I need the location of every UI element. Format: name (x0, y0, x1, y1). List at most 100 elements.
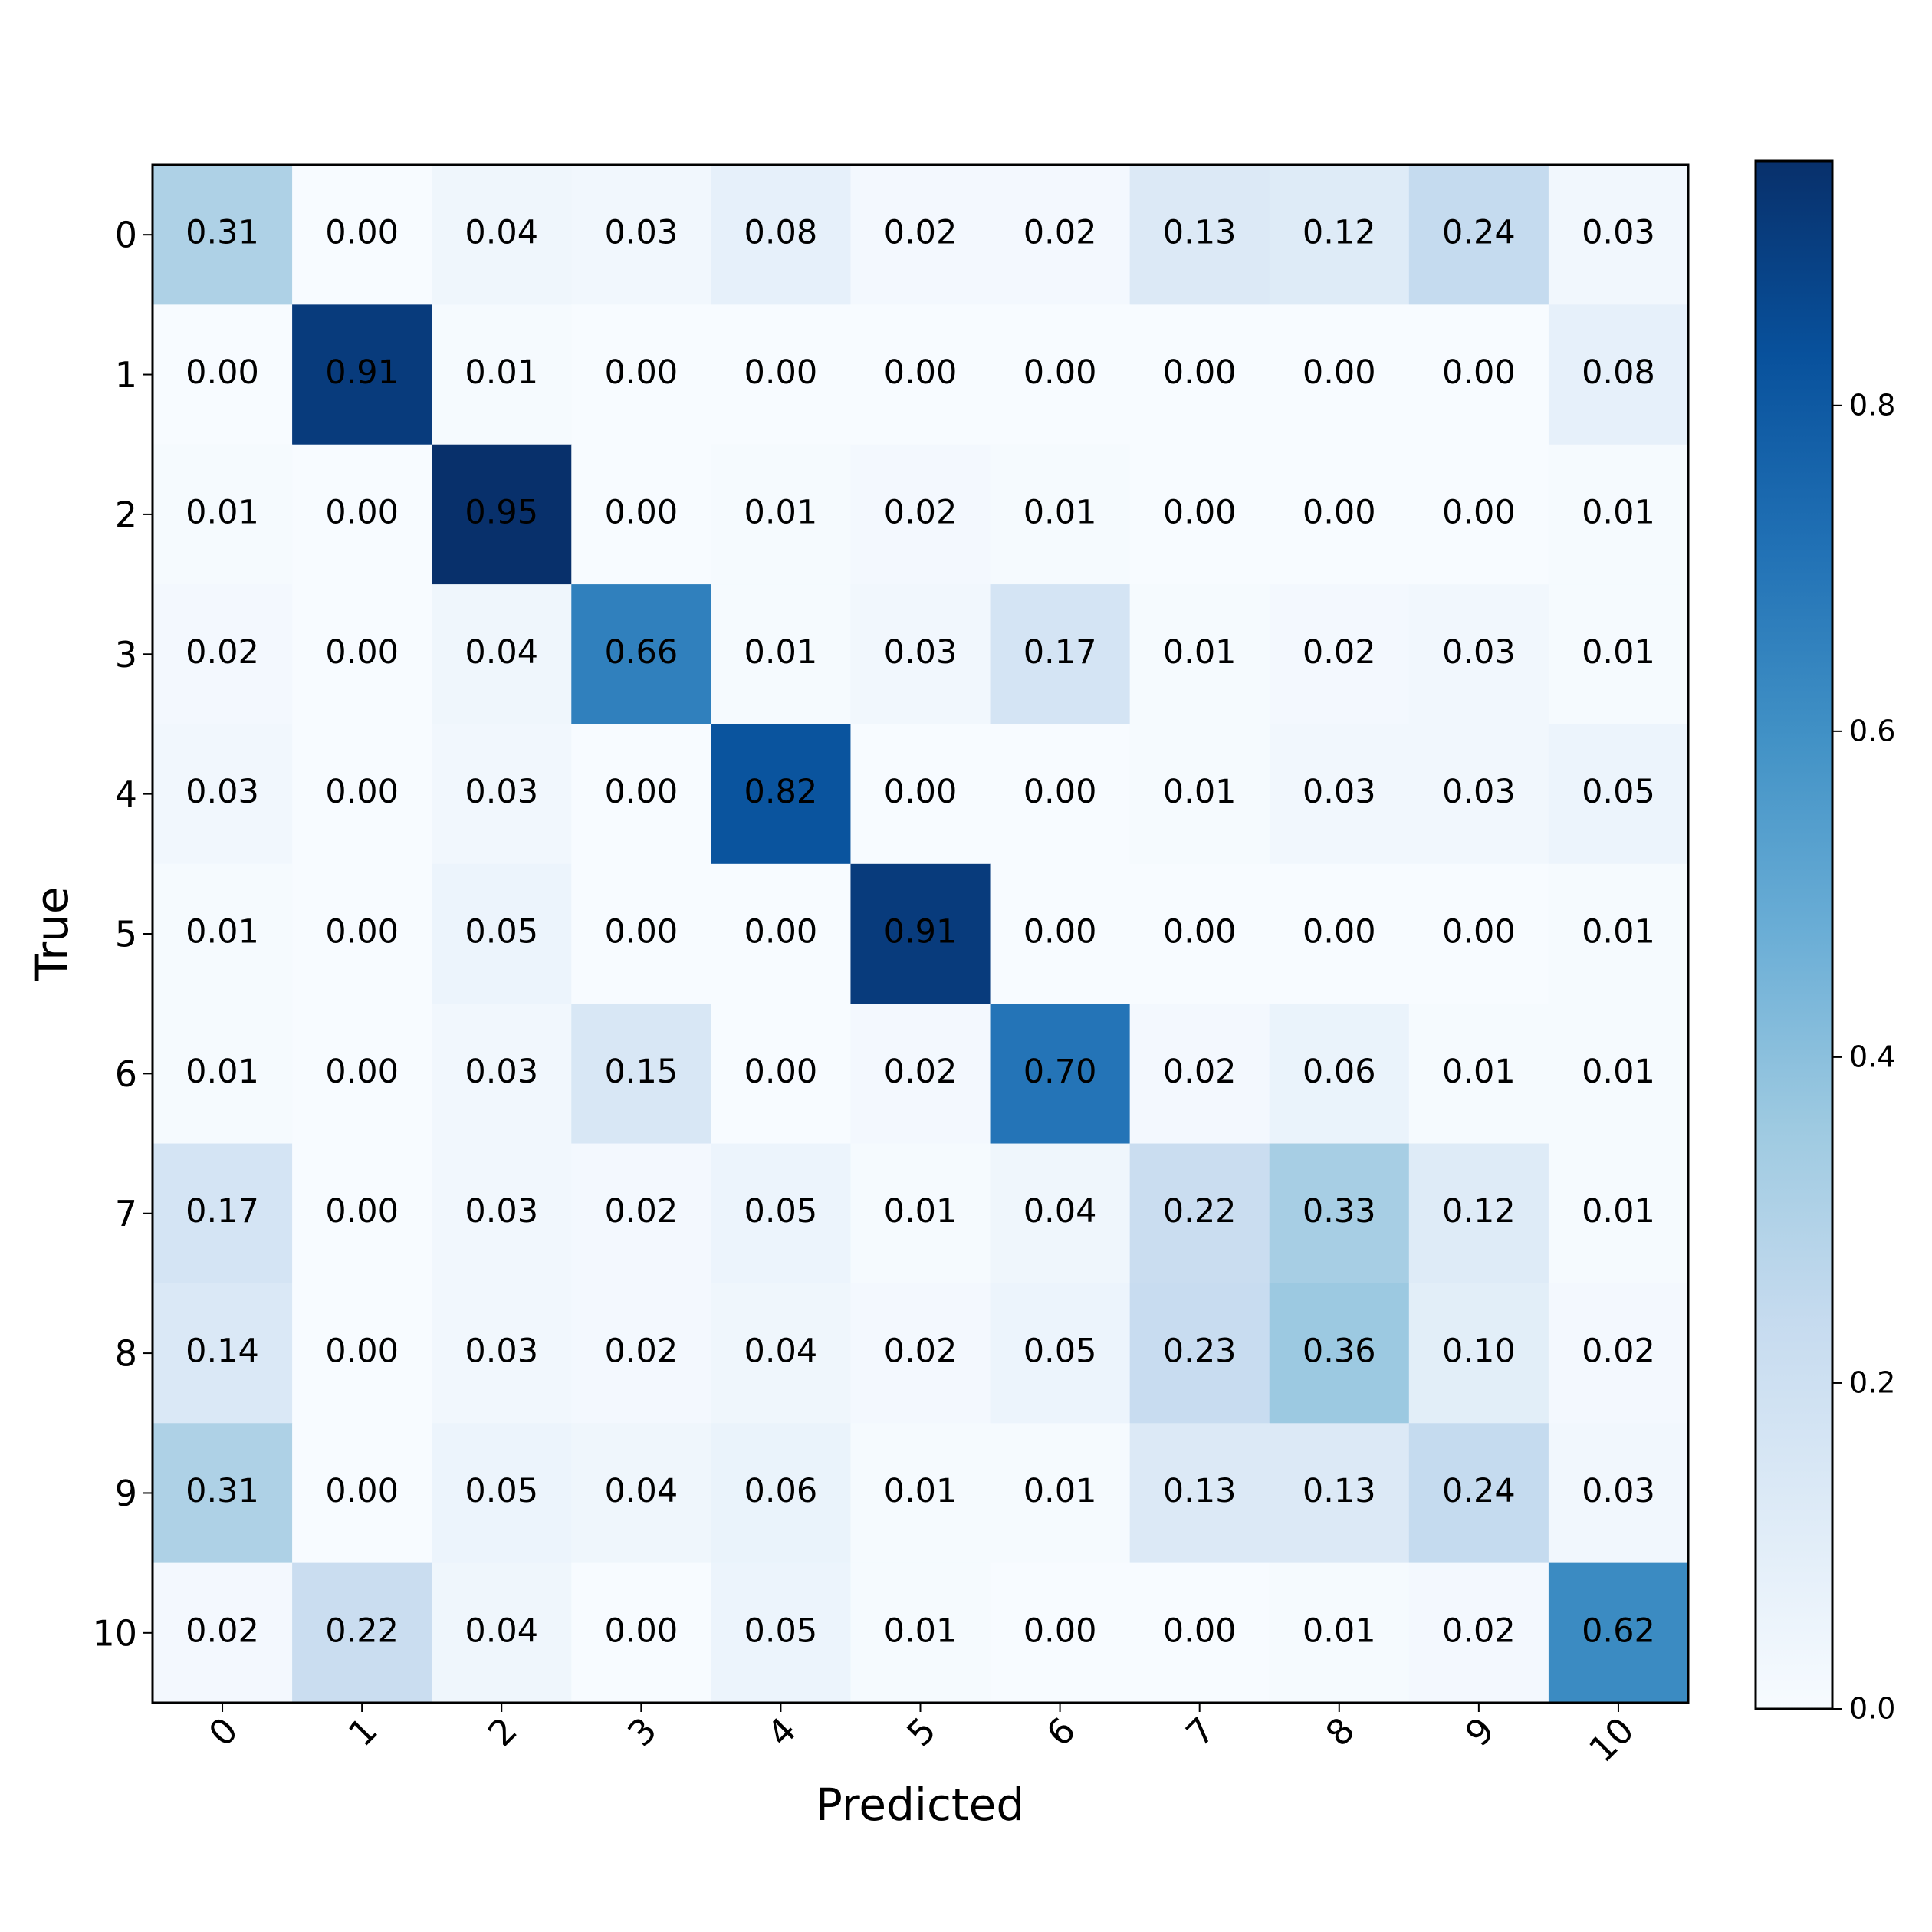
cell-label: 0.10 (1442, 1332, 1516, 1371)
cell (1408, 304, 1549, 445)
cell-label: 0.31 (186, 214, 259, 252)
cell (1548, 1283, 1689, 1424)
y-tick-label: 3 (115, 634, 137, 675)
cell (571, 444, 711, 585)
x-tick-label: 4 (759, 1709, 804, 1754)
cell (711, 304, 851, 445)
cell (292, 1283, 432, 1424)
cell-label: 0.01 (186, 913, 259, 951)
cell (571, 1562, 711, 1704)
cell (153, 165, 293, 305)
cell (1548, 1562, 1689, 1704)
cell (292, 1143, 432, 1284)
cell (1408, 1143, 1549, 1284)
cell-label: 0.00 (1303, 353, 1376, 392)
cell (1269, 1283, 1410, 1424)
cell-label: 0.31 (186, 1472, 259, 1510)
x-tick-label: 3 (619, 1709, 665, 1754)
cell-label: 0.91 (884, 913, 958, 951)
cell (153, 444, 293, 585)
cell-label: 0.04 (604, 1472, 678, 1510)
cell (1269, 1143, 1410, 1284)
colorbar-tick-label: 0.0 (1849, 1692, 1895, 1726)
cell (292, 724, 432, 865)
cell (990, 1143, 1131, 1284)
cell-label: 0.04 (1024, 1192, 1097, 1230)
cell-label: 0.02 (884, 1332, 958, 1371)
x-tick-label: 9 (1457, 1709, 1503, 1754)
cell-label: 0.01 (1163, 633, 1237, 672)
cell (153, 863, 293, 1004)
cell (432, 1004, 572, 1145)
cell-label: 0.03 (186, 773, 259, 811)
cell (1548, 304, 1689, 445)
cell-label: 0.05 (744, 1612, 818, 1650)
cell (1129, 1283, 1270, 1424)
cell (990, 304, 1131, 445)
cell (432, 1562, 572, 1704)
cell (1269, 1562, 1410, 1704)
cell (1269, 165, 1410, 305)
cell-label: 0.05 (465, 1472, 538, 1510)
cell-label: 0.00 (1163, 913, 1237, 951)
cell-label: 0.00 (325, 773, 399, 811)
cell-label: 0.00 (1163, 353, 1237, 392)
cell-label: 0.04 (465, 633, 538, 672)
cell (990, 1562, 1131, 1704)
x-tick-label: 2 (480, 1709, 525, 1754)
cell (711, 1004, 851, 1145)
cell-label: 0.95 (465, 493, 538, 531)
cell-label: 0.02 (604, 1192, 678, 1230)
cell-label: 0.01 (1024, 493, 1097, 531)
cell (850, 584, 991, 724)
cell (153, 1283, 293, 1424)
y-tick-label: 8 (115, 1333, 137, 1375)
cell (711, 444, 851, 585)
cell-label: 0.00 (1303, 493, 1376, 531)
cell (432, 165, 572, 305)
cell (990, 444, 1131, 585)
cell (1548, 863, 1689, 1004)
cell (571, 863, 711, 1004)
cell-label: 0.00 (325, 214, 399, 252)
cell-label: 0.36 (1303, 1332, 1376, 1371)
y-axis-label: True (26, 886, 78, 981)
x-tick-label: 10 (1581, 1709, 1642, 1770)
cell-label: 0.13 (1303, 1472, 1376, 1510)
cell (1548, 444, 1689, 585)
cell-label: 0.00 (1163, 1612, 1237, 1650)
cell-label: 0.02 (1303, 633, 1376, 672)
cell (571, 1143, 711, 1284)
cell-label: 0.02 (884, 214, 958, 252)
cell-label: 0.00 (1024, 353, 1097, 392)
cell (432, 863, 572, 1004)
cell (292, 863, 432, 1004)
cell (850, 444, 991, 585)
cell (153, 1562, 293, 1704)
cell (571, 584, 711, 724)
colorbar-tick-label: 0.2 (1849, 1365, 1895, 1399)
cell-label: 0.05 (744, 1192, 818, 1230)
cell (571, 165, 711, 305)
cell-label: 0.17 (1024, 633, 1097, 672)
cell (1548, 1423, 1689, 1564)
cell-label: 0.02 (186, 1612, 259, 1650)
cell-label: 0.04 (465, 1612, 538, 1650)
cell (1129, 165, 1270, 305)
cell-label: 0.91 (325, 353, 399, 392)
x-tick-label: 6 (1038, 1709, 1083, 1754)
x-tick-label: 1 (340, 1709, 386, 1754)
cell (711, 724, 851, 865)
y-tick-label: 9 (115, 1473, 137, 1514)
cell-label: 0.01 (1582, 1192, 1655, 1230)
x-tick-label: 0 (201, 1709, 246, 1754)
cell (1408, 724, 1549, 865)
cell-label: 0.06 (1303, 1053, 1376, 1091)
cell-label: 0.01 (465, 353, 538, 392)
cell-label: 0.03 (465, 773, 538, 811)
cell-label: 0.00 (1024, 1612, 1097, 1650)
cell-label: 0.01 (884, 1472, 958, 1510)
colorbar (1754, 159, 1834, 1710)
cell (1269, 863, 1410, 1004)
